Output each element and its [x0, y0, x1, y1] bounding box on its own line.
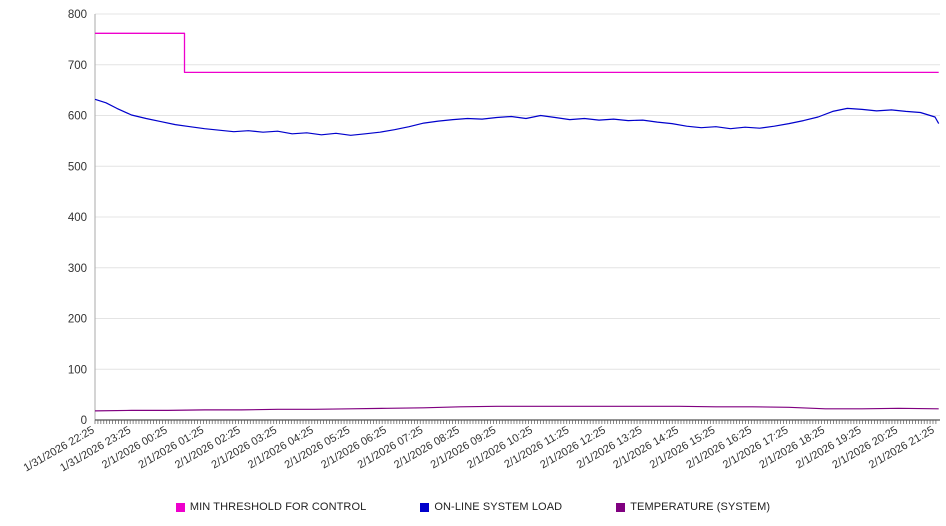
legend-swatch-icon: [175, 502, 185, 512]
legend-swatch-icon: [420, 502, 430, 512]
series-line-min-threshold-for-control: [95, 32, 939, 74]
y-axis-tick-label: 0: [81, 415, 87, 427]
y-axis-tick-label: 400: [68, 212, 87, 224]
y-axis-tick-label: 500: [68, 161, 87, 173]
series-line-on-line-system-load: [94, 98, 940, 136]
legend-label: MIN THRESHOLD FOR CONTROL: [189, 501, 367, 513]
chart-legend: MIN THRESHOLD FOR CONTROL ON-LINE SYSTEM …: [0, 492, 946, 522]
legend-label: TEMPERATURE (SYSTEM): [630, 501, 771, 513]
legend-item-temperature-system-[interactable]: TEMPERATURE (SYSTEM): [616, 501, 770, 513]
legend-label: ON-LINE SYSTEM LOAD: [434, 501, 563, 513]
x-axis-label: 2/1/2026 21:25: [867, 424, 937, 471]
y-axis-tick-label: 600: [68, 111, 87, 123]
y-axis-tick-label: 100: [68, 364, 87, 376]
y-axis-tick-label: 800: [68, 9, 87, 21]
legend-swatch-icon: [616, 502, 626, 512]
legend-item-min-threshold-for-control[interactable]: MIN THRESHOLD FOR CONTROL: [175, 501, 367, 513]
y-axis-tick-label: 700: [68, 60, 87, 72]
series-line-temperature-system-: [94, 405, 939, 412]
y-axis-tick-label: 300: [68, 263, 87, 275]
legend-item-on-line-system-load[interactable]: ON-LINE SYSTEM LOAD: [420, 501, 562, 513]
y-axis-tick-label: 200: [68, 314, 87, 326]
